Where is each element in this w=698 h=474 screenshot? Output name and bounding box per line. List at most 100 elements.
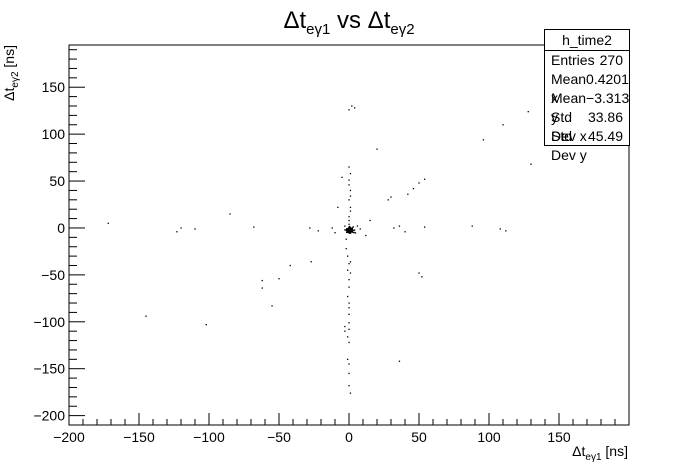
scatter-point	[348, 223, 350, 225]
cluster-point	[349, 230, 352, 232]
stats-label: Std Dev y	[551, 128, 587, 163]
y-tick-label: −50	[41, 267, 65, 283]
scatter-point	[253, 226, 255, 228]
cluster-point	[353, 229, 356, 231]
scatter-point	[344, 225, 346, 227]
cluster-point	[346, 230, 348, 233]
scatter-point	[348, 307, 350, 309]
scatter-point	[482, 139, 485, 141]
chart-title-sub2: eγ2	[390, 21, 414, 38]
scatter-point	[398, 360, 401, 362]
x-axis-ticks	[68, 413, 616, 425]
y-axis-title: Δteγ2 [ns]	[1, 45, 21, 101]
cluster-point	[348, 228, 350, 230]
x-axis-title-unit: [ns]	[602, 443, 628, 459]
scatter-point	[348, 286, 350, 288]
stats-value: −3.313	[586, 90, 630, 106]
scatter-point	[348, 328, 350, 330]
scatter-point	[345, 248, 347, 250]
scatter-point	[421, 276, 423, 278]
x-tick-label: 0	[345, 429, 353, 445]
cluster-point	[348, 225, 351, 228]
cluster-point	[352, 229, 354, 231]
cluster-point	[352, 231, 354, 234]
cluster-point	[348, 230, 350, 232]
scatter-point	[359, 228, 361, 230]
scatter-point	[348, 341, 350, 344]
scatter-point	[349, 210, 352, 212]
scatter-point	[347, 336, 349, 338]
stats-label: Entries	[551, 52, 595, 68]
scatter-point	[348, 384, 350, 387]
scatter-point	[344, 229, 346, 231]
scatter-point	[348, 216, 350, 218]
cluster-point	[350, 230, 353, 232]
scatter-point	[348, 363, 350, 365]
cluster-point	[346, 228, 348, 230]
x-tick-label: 50	[411, 429, 427, 445]
scatter-points	[107, 105, 532, 394]
scatter-point	[349, 195, 352, 197]
scatter-point	[418, 182, 420, 184]
stats-row-mean-y: Mean y −3.313	[545, 89, 630, 125]
x-axis-title-main: Δt	[572, 443, 585, 459]
scatter-point	[393, 227, 395, 229]
scatter-point	[347, 295, 349, 298]
scatter-point	[412, 187, 415, 190]
scatter-point	[354, 107, 356, 109]
scatter-point	[398, 225, 401, 227]
scatter-point	[145, 315, 147, 317]
cluster-point	[348, 231, 350, 233]
scatter-point	[194, 228, 196, 230]
x-axis-title-sub: eγ1	[585, 452, 602, 463]
scatter-point	[349, 189, 352, 192]
cluster-point	[349, 229, 351, 231]
scatter-point	[344, 330, 346, 332]
x-tick-label: −100	[193, 429, 225, 445]
scatter-point	[289, 264, 291, 267]
y-tick-label: −150	[33, 361, 65, 377]
y-tick-label: 150	[42, 79, 66, 95]
y-tick-label: 100	[42, 126, 66, 142]
scatter-point	[271, 305, 273, 307]
scatter-point	[404, 231, 406, 233]
y-axis-tick-labels: −200 −150 −100 −50 0 50 100 150	[33, 79, 65, 423]
chart-title: Δteγ1 vs Δteγ2	[283, 7, 414, 38]
scatter-point	[261, 279, 263, 282]
scatter-point	[499, 228, 501, 230]
scatter-point	[341, 176, 343, 178]
cluster-point	[347, 229, 350, 231]
scatter-point	[349, 261, 352, 263]
scatter-point	[205, 324, 207, 326]
scatter-point	[348, 313, 350, 315]
cluster-point	[349, 232, 351, 234]
stats-row-entries: Entries 270	[545, 51, 629, 70]
y-axis-ticks	[69, 49, 85, 426]
scatter-point	[337, 206, 339, 209]
x-tick-label: −50	[267, 429, 291, 445]
scatter-point	[347, 358, 349, 361]
cluster-point	[350, 228, 353, 230]
scatter-point	[349, 392, 352, 394]
scatter-point	[471, 225, 473, 227]
scatter-point	[278, 278, 280, 280]
scatter-point	[180, 227, 182, 229]
stats-label: Mean y	[551, 90, 587, 125]
scatter-point	[317, 230, 319, 232]
y-tick-label: 50	[49, 173, 65, 189]
scatter-point	[356, 225, 359, 227]
stats-value: 0.4201	[586, 71, 629, 87]
scatter-point	[348, 109, 350, 111]
cluster-point	[352, 226, 354, 228]
x-tick-label: 100	[477, 429, 501, 445]
y-axis-title-main: Δt	[1, 87, 17, 100]
y-tick-label: −200	[33, 408, 65, 424]
stats-value: 33.86	[587, 109, 623, 125]
y-axis-title-sub: eγ2	[10, 71, 21, 88]
scatter-point	[176, 231, 178, 233]
scatter-point	[424, 226, 426, 228]
chart-title-main: Δt	[283, 7, 306, 34]
scatter-point	[347, 255, 349, 257]
stats-row-std-y: Std Dev y 45.49	[545, 127, 629, 163]
